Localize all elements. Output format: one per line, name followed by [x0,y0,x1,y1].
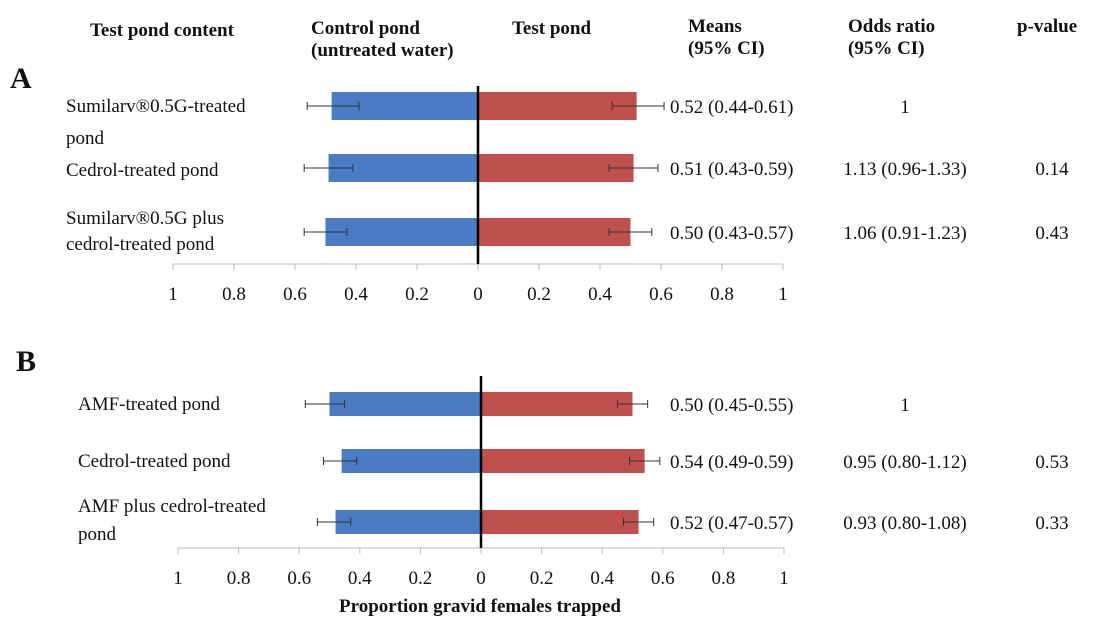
x-axis-title: Proportion gravid females trapped [339,596,621,617]
x-tick-label: 0.4 [588,284,612,305]
test-bar [478,154,634,182]
x-tick-label: 1 [168,284,178,305]
means-value: 0.50 (0.43-0.57) [670,223,793,244]
control-bar [341,449,481,473]
means-value: 0.54 (0.49-0.59) [670,452,793,473]
test-bar [481,510,639,534]
means-value: 0.52 (0.47-0.57) [670,513,793,534]
x-tick-label: 0.6 [287,568,311,589]
header-p-value: p-value [1017,16,1078,37]
x-tick-label: 0.8 [222,284,246,305]
panel-label-b: B [16,345,37,378]
means-value: 0.50 (0.45-0.55) [670,395,793,416]
x-tick-label: 0.8 [710,284,734,305]
category-label: AMF plus cedrol-treated [78,496,266,517]
p-value: 0.33 [1035,513,1068,534]
x-tick-label: 0.6 [283,284,307,305]
test-bar [478,218,631,246]
x-tick-label: 0 [476,568,486,589]
x-tick-label: 0.8 [712,568,736,589]
test-bar [478,92,637,120]
p-value: 0.14 [1035,159,1069,180]
category-label: AMF-treated pond [78,394,220,415]
x-tick-label: 0.2 [527,284,551,305]
means-value: 0.51 (0.43-0.59) [670,159,793,180]
category-label: pond [66,128,105,149]
odds-ratio-value: 1.06 (0.91-1.23) [843,223,966,244]
category-label: Sumilarv®0.5G-treated [66,96,246,117]
test-bar [481,392,633,416]
x-tick-label: 0.4 [590,568,614,589]
header-test-pond: Test pond [512,18,592,39]
header-control-pond: Control pond (untreated water) [311,18,454,61]
panel-label-a: A [10,62,32,95]
category-label: Sumilarv®0.5G plus [66,208,224,229]
x-tick-label: 1 [779,568,789,589]
control-bar [328,154,478,182]
control-bar [335,510,481,534]
x-tick-label: 0.6 [649,284,673,305]
x-tick-label: 0.4 [344,284,368,305]
odds-ratio-value: 0.93 (0.80-1.08) [843,513,966,534]
test-bar [481,449,645,473]
x-tick-label: 1 [173,568,183,589]
x-tick-label: 0.2 [409,568,433,589]
p-value: 0.53 [1035,452,1068,473]
p-value: 0.43 [1035,223,1068,244]
category-label: Cedrol-treated pond [66,160,219,181]
odds-ratio-value: 1 [900,97,910,118]
x-tick-label: 0.2 [530,568,554,589]
x-tick-label: 0.2 [405,284,429,305]
header-test-pond-content: Test pond content [90,20,234,41]
x-tick-label: 1 [778,284,788,305]
x-tick-label: 0.4 [348,568,372,589]
means-value: 0.52 (0.44-0.61) [670,97,793,118]
odds-ratio-value: 1.13 (0.96-1.33) [843,159,966,180]
control-bar [325,218,478,246]
header-odds-ratio: Odds ratio (95% CI) [848,16,936,59]
x-tick-label: 0 [473,284,483,305]
control-bar [329,392,481,416]
category-label: Cedrol-treated pond [78,451,231,472]
category-label: cedrol-treated pond [66,234,215,255]
odds-ratio-value: 0.95 (0.80-1.12) [843,452,966,473]
odds-ratio-value: 1 [900,395,910,416]
header-means: Means (95% CI) [688,16,765,59]
category-label: pond [78,524,117,545]
x-tick-label: 0.8 [227,568,251,589]
x-tick-label: 0.6 [651,568,675,589]
